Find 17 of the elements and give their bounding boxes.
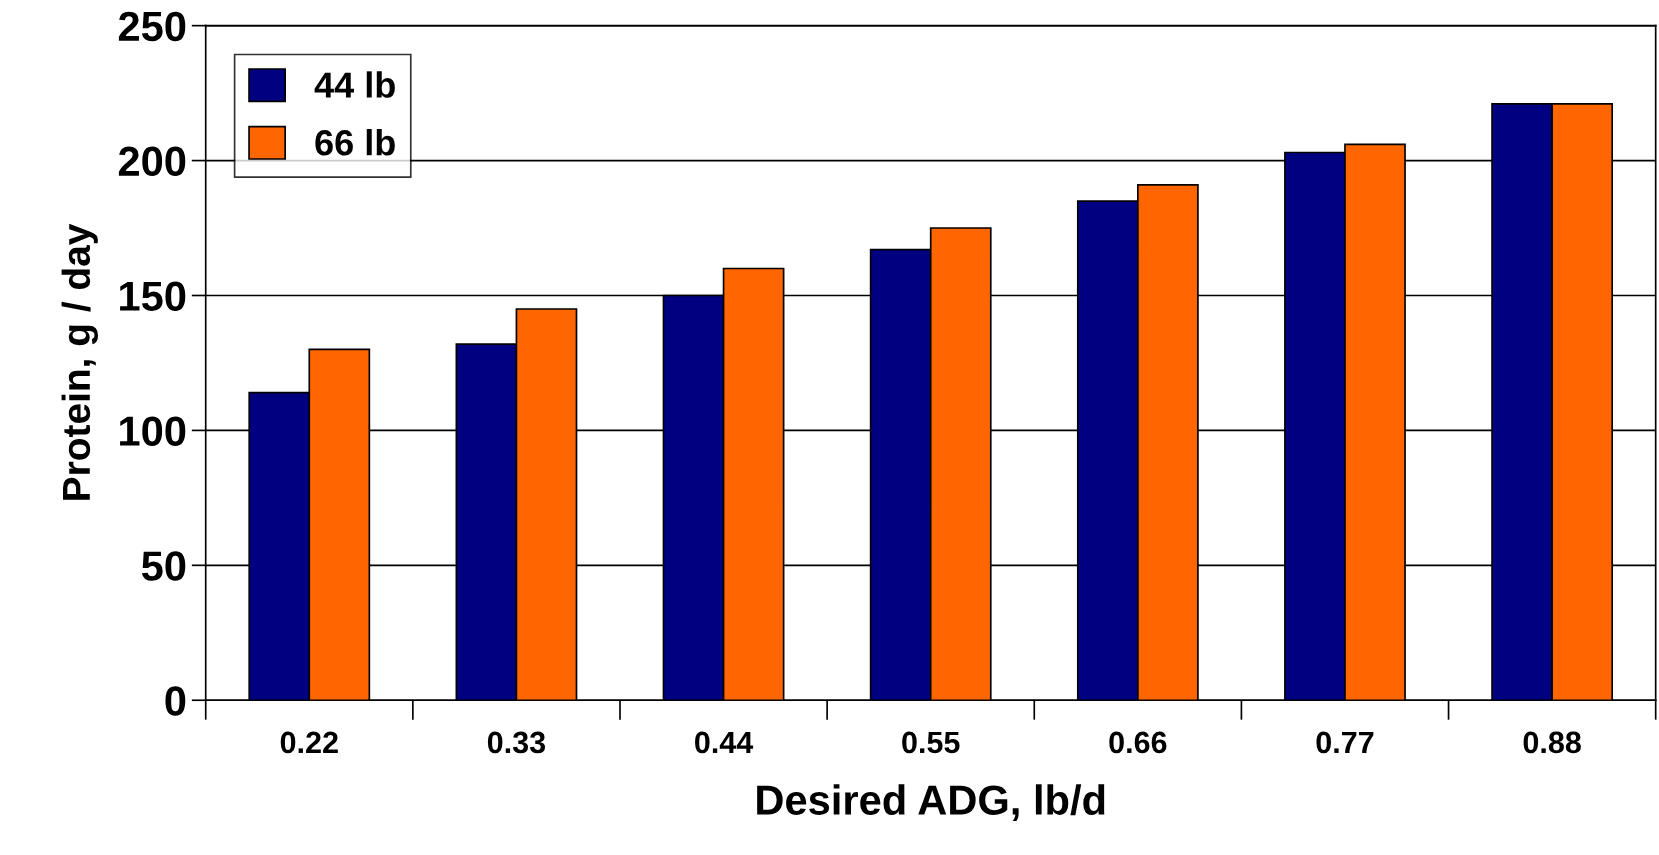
x-axis-title: Desired ADG, lb/d [757, 784, 1105, 821]
legend-label: 44 lb [314, 71, 395, 98]
x-tick-label: 0.22 [280, 731, 338, 754]
x-tick-label: 0.77 [1316, 731, 1374, 754]
y-tick-label: 0 [165, 686, 186, 716]
x-tick-label: 0.33 [487, 731, 546, 754]
x-tick-label: 0.66 [1109, 731, 1167, 754]
y-tick-label: 250 [118, 11, 186, 42]
y-tick-label: 50 [141, 551, 186, 581]
x-tick-label: 0.88 [1523, 731, 1581, 754]
legend-label: 66 lb [315, 129, 395, 156]
y-axis-title: Protein, g / day [61, 223, 99, 500]
x-tick-label: 0.44 [695, 731, 754, 754]
x-tick-label: 0.55 [902, 731, 960, 754]
y-tick-label: 150 [120, 281, 186, 311]
y-tick-label: 200 [118, 146, 186, 177]
y-tick-label: 100 [120, 416, 186, 446]
